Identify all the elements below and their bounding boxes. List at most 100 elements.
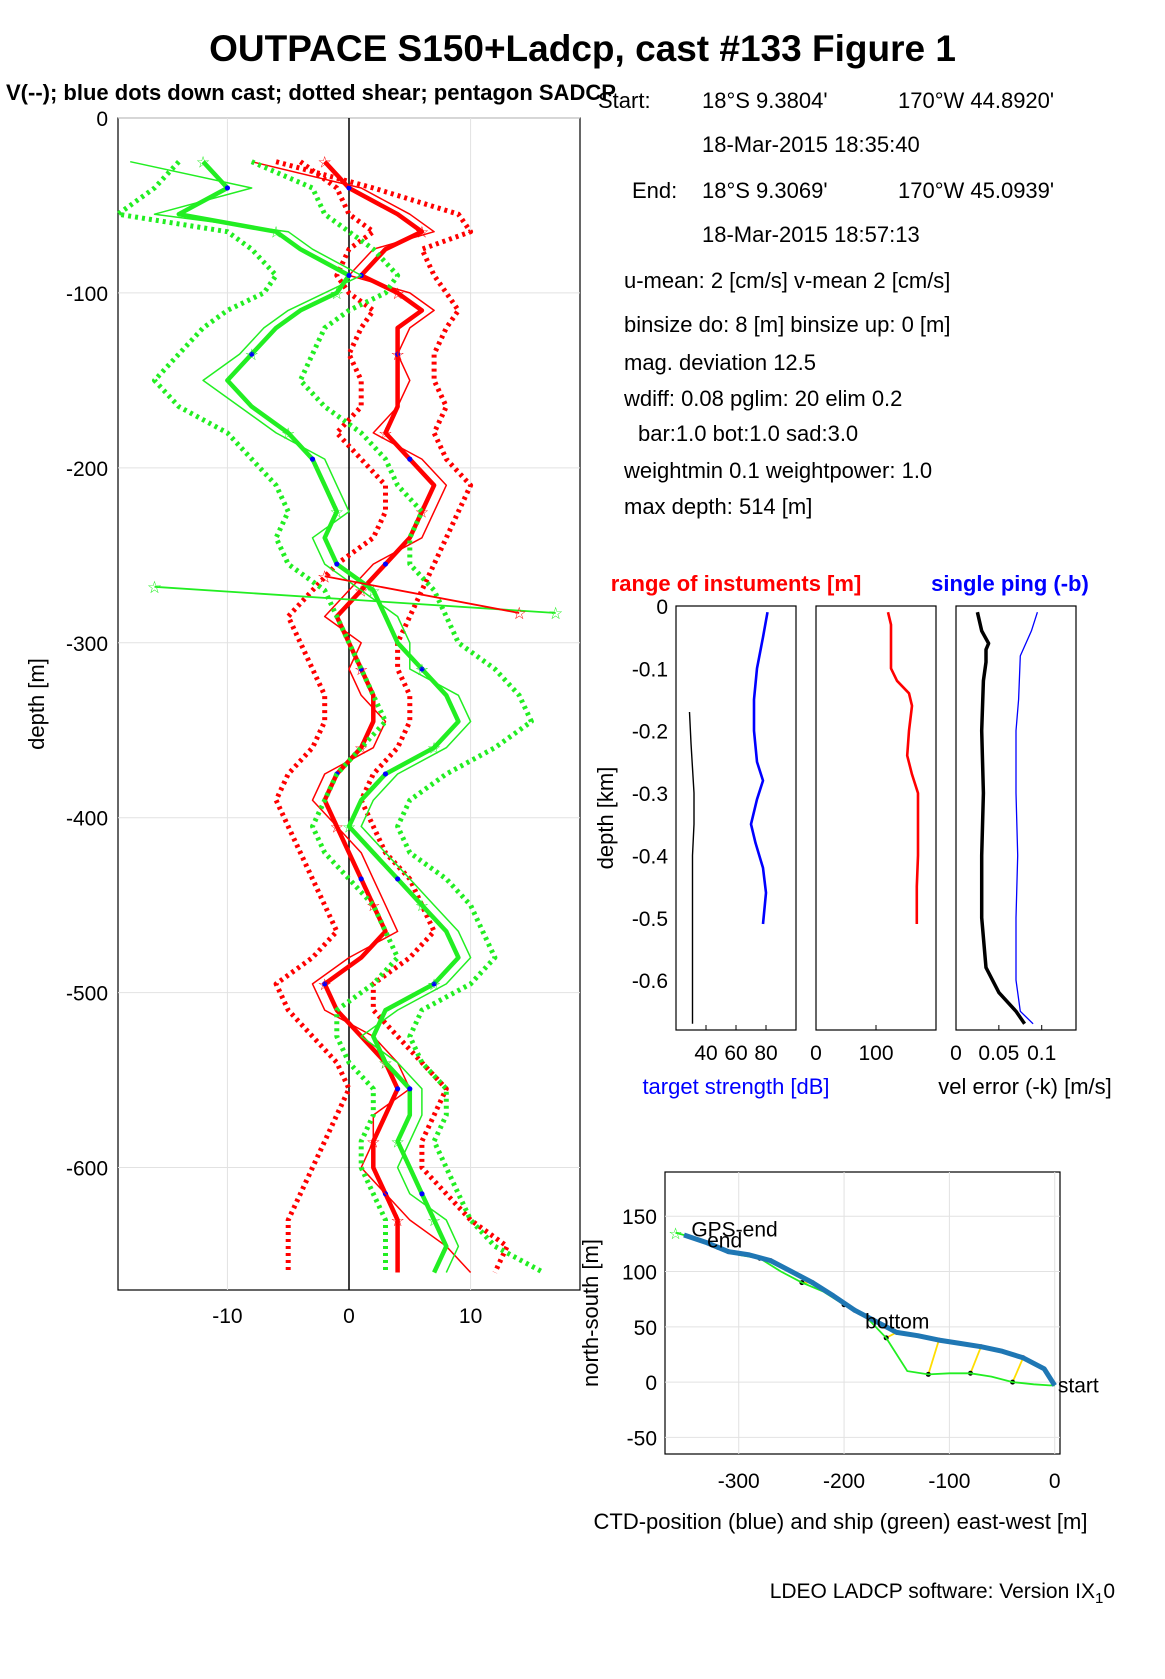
target-strength-y-axis-label: depth [km] (593, 767, 618, 870)
velocity-sadcp-marker: ☆ (281, 426, 295, 443)
figure-subtitle: V(--); blue dots down cast; dotted shear… (6, 80, 616, 105)
velocity-sadcp-marker: ☆ (366, 898, 380, 915)
velocity-y-axis-label: depth [m] (24, 658, 49, 750)
velocity-series-red-dotted_left (273, 159, 388, 1273)
velocity-sadcp-marker: ☆ (342, 819, 356, 836)
target-strength-x-tick-label: 80 (754, 1042, 777, 1065)
position-y-tick-label: 150 (622, 1206, 657, 1229)
velocity-sadcp-marker: ☆ (415, 898, 429, 915)
position-x-tick-label: -100 (928, 1470, 970, 1493)
velocity-downcast-dot (346, 185, 352, 191)
velocity-sadcp-marker: ☆ (427, 977, 441, 994)
vel-error-series-blue (1015, 612, 1039, 1025)
binsize-text: binsize do: 8 [m] binsize up: 0 [m] (624, 312, 951, 337)
end-time: 18-Mar-2015 18:57:13 (702, 222, 920, 247)
velocity-downcast-dot (334, 561, 340, 567)
velocity-sadcp-marker: ☆ (415, 505, 429, 522)
velocity-series-red-thick (322, 160, 437, 1273)
mag-deviation: mag. deviation 12.5 (624, 350, 817, 375)
weight-text: weightmin 0.1 weightpower: 1.0 (624, 458, 933, 483)
velocity-sadcp-marker: ☆ (330, 819, 344, 836)
velocity-series-red-thin (251, 160, 472, 1274)
velocity-outlier-marker: ☆ (512, 604, 527, 623)
range-x-tick-label: 100 (858, 1042, 893, 1065)
software-version-tail: 0 (1103, 1580, 1115, 1603)
velocity-y-tick-label: -300 (66, 633, 108, 656)
velocity-y-tick-label: 0 (96, 108, 108, 131)
velocity-downcast-dot (407, 1086, 413, 1092)
vel-error-x-tick-label: 0 (950, 1042, 962, 1065)
velocity-sadcp-marker: ☆ (427, 741, 441, 758)
velocity-outlier-marker: ☆ (317, 567, 332, 586)
vel-error-title: single ping (-b) (931, 571, 1089, 596)
end-latitude: 18°S 9.3069' (702, 178, 828, 203)
velocity-outlier-marker: ☆ (548, 604, 563, 623)
velocity-downcast-dot (382, 561, 389, 567)
velocity-downcast-dot (407, 456, 413, 462)
end-label: End: (632, 178, 678, 203)
velocity-sadcp-marker: ☆ (196, 155, 210, 172)
velocity-downcast-dot (224, 185, 231, 191)
vel-error-series-black (975, 611, 1027, 1025)
velocity-downcast-dot (382, 771, 389, 777)
velocity-downcast-dot (322, 981, 328, 987)
velocity-sadcp-marker: ☆ (269, 225, 283, 242)
mean-velocity: u-mean: 2 [cm/s] v-mean 2 [cm/s] (624, 268, 951, 293)
start-label: Start: (598, 88, 651, 113)
velocity-downcast-dot (395, 876, 401, 882)
figure-title: OUTPACE S150+Ladcp, cast #133 Figure 1 (209, 28, 956, 69)
velocity-sadcp-marker: ☆ (390, 1134, 404, 1151)
velocity-downcast-dot (419, 666, 425, 672)
velocity-series-green-thick (176, 160, 461, 1274)
velocity-downcast-dot (395, 1086, 401, 1092)
position-y-tick-label: -50 (627, 1427, 657, 1450)
velocity-downcast-dot (358, 876, 364, 882)
target-strength-x-axis-label: target strength [dB] (642, 1074, 829, 1099)
target-strength-y-tick-label: -0.6 (632, 970, 668, 993)
software-version-text: LDEO LADCP software: Version IX (769, 1580, 1095, 1603)
velocity-downcast-dot (346, 272, 352, 279)
velocity-outlier-red (324, 575, 520, 614)
position-label-bottom: bottom (865, 1310, 929, 1333)
velocity-sadcp-marker: ☆ (378, 1056, 392, 1073)
target-strength-x-tick-label: 60 (724, 1042, 747, 1065)
target-strength-axes-frame (675, 605, 797, 1031)
position-y-tick-label: 50 (634, 1317, 657, 1340)
velocity-sadcp-marker: ☆ (318, 977, 332, 994)
target-strength-x-tick-label: 40 (694, 1042, 717, 1065)
velocity-sadcp-marker: ☆ (415, 225, 429, 242)
velocity-downcast-dot (309, 456, 316, 462)
start-time: 18-Mar-2015 18:35:40 (702, 132, 920, 157)
velocity-y-tick-label: -100 (66, 283, 108, 306)
position-label-end: end (707, 1230, 742, 1253)
velocity-sadcp-marker: ☆ (330, 505, 344, 522)
position-connector (1011, 1357, 1024, 1383)
velocity-outlier-marker: ☆ (147, 578, 162, 597)
velocity-downcast-dot (249, 351, 255, 357)
vel-error-x-axis-label: vel error (-k) [m/s] (938, 1074, 1112, 1099)
position-connector (927, 1339, 940, 1375)
velocity-series-green-dotted_left (115, 160, 401, 1273)
velocity-sadcp-marker: ☆ (427, 1213, 441, 1230)
target-strength-y-tick-label: -0.5 (632, 908, 668, 931)
start-latitude: 18°S 9.3804' (702, 88, 828, 113)
position-ctd-track (683, 1232, 1057, 1387)
velocity-y-tick-label: -500 (66, 983, 108, 1006)
max-depth: max depth: 514 [m] (624, 494, 813, 519)
target-strength-series-blue (749, 611, 769, 925)
vel-error-x-tick-label: 0.05 (978, 1042, 1019, 1065)
velocity-sadcp-marker: ☆ (330, 286, 344, 303)
velocity-downcast-dot (431, 981, 437, 987)
position-connector (969, 1346, 982, 1374)
software-version: LDEO LADCP software: Version IX10 (770, 1580, 1115, 1607)
end-longitude: 170°W 45.0939' (898, 178, 1055, 203)
velocity-y-tick-label: -400 (66, 808, 108, 831)
velocity-sadcp-marker: ☆ (390, 1213, 404, 1230)
position-y-tick-label: 100 (622, 1262, 657, 1285)
velocity-y-tick-label: -200 (66, 458, 108, 481)
software-version-subscript: 1 (1094, 1590, 1104, 1608)
velocity-series-green-dotted_right (250, 159, 545, 1275)
position-x-tick-label: -300 (718, 1470, 760, 1493)
velocity-outlier-green (154, 585, 556, 614)
